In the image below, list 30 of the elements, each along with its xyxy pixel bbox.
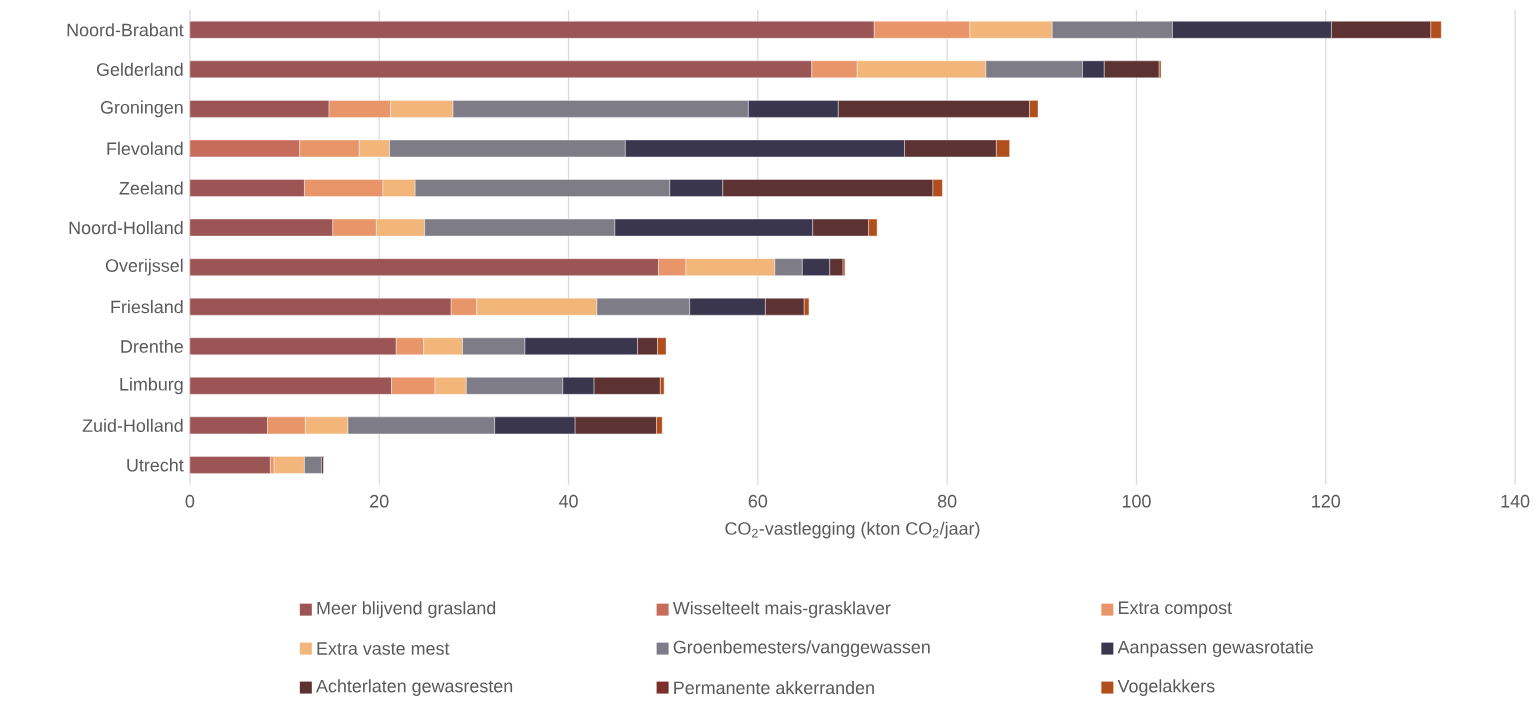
y-tick-label: Zuid-Holland [82, 418, 183, 433]
legend-label: Extra vaste mest [317, 642, 450, 656]
x-axis-title: CO$_{2}$-vastlegging (kton CO$_{2}$/jaar) [725, 521, 980, 539]
legend-label: Permanente akkerranden [674, 681, 874, 695]
legend-label: Wisselteelt mais-grasklaver [672, 601, 891, 619]
y-tick-label: Noord-Brabant [67, 23, 184, 37]
legend-label: Achterlaten gewasresten [316, 679, 513, 697]
x-tick-label: 60 [748, 495, 768, 508]
y-tick-label: Limburg [120, 377, 183, 395]
x-tick-label: 0 [185, 495, 195, 508]
y-tick-label: Groningen [100, 100, 183, 118]
legend-label: Meer blijvend grasland [317, 601, 496, 619]
x-tick-label: 120 [1312, 495, 1341, 508]
y-tick-label: Drenthe [121, 339, 183, 354]
y-tick-label: Utrecht [127, 458, 184, 472]
y-tick-label: Noord-Holland [69, 221, 183, 235]
y-tick-label: Overijssel [105, 258, 183, 276]
x-tick-label: 80 [937, 495, 957, 508]
legend-label: Extra compost [1119, 601, 1232, 618]
y-tick-label: Flevoland [107, 142, 183, 156]
legend-label: Groenbemesters/vanggewassen [673, 640, 930, 658]
legend-label: Vogelakkers [1117, 679, 1215, 697]
x-tick-label: 20 [370, 495, 389, 508]
x-tick-label: 100 [1122, 495, 1151, 508]
legend-label: Aanpassen gewasrotatie [1117, 640, 1313, 658]
x-tick-label: 40 [558, 495, 578, 508]
y-tick-label: Zeeland [119, 181, 183, 195]
y-tick-label: Gelderland [96, 62, 183, 77]
x-tick-label: 140 [1501, 495, 1530, 508]
y-tick-label: Friesland [111, 300, 183, 314]
